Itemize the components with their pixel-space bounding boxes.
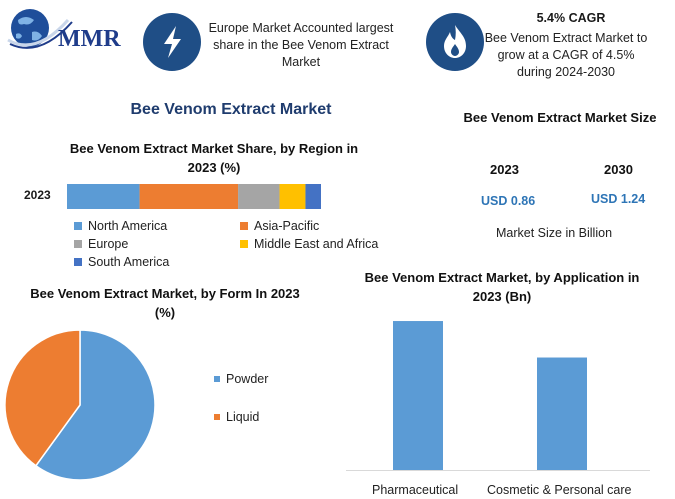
legend-label: North America xyxy=(88,219,168,233)
form-chart-title: Bee Venom Extract Market, by Form In 202… xyxy=(30,286,300,320)
market-size-value-2030: USD 1.24 xyxy=(591,192,646,206)
region-legend-item-2: Europe xyxy=(74,237,128,251)
region-legend-item-0: North America xyxy=(74,219,167,233)
legend-swatch xyxy=(74,258,82,266)
region-segment-0 xyxy=(67,184,140,209)
logo-text: MMR xyxy=(58,26,121,52)
legend-label: Europe xyxy=(88,237,129,251)
region-segment-3 xyxy=(279,184,306,209)
region-legend-item-1: Asia-Pacific xyxy=(240,219,319,233)
lightning-icon xyxy=(164,26,181,58)
market-size-note: Market Size in Billion xyxy=(496,226,613,240)
flame-icon xyxy=(444,25,466,58)
market-size-year-2030: 2030 xyxy=(604,162,633,177)
market-size-title: Bee Venom Extract Market Size xyxy=(463,110,657,125)
pie-slice-liquid xyxy=(4,329,81,467)
info-cagr-text: Bee Venom Extract Market to grow at a CA… xyxy=(484,31,648,79)
pie-slice-powder xyxy=(34,329,156,481)
app-bar-0 xyxy=(393,321,443,470)
region-chart-title: Bee Venom Extract Market Share, by Regio… xyxy=(69,141,359,175)
info-europe-share: Europe Market Accounted largest share in… xyxy=(208,21,394,69)
cagr-title: 5.4% CAGR xyxy=(536,11,606,25)
app-category-label-0: Pharmaceutical xyxy=(372,483,459,497)
legend-swatch xyxy=(214,376,220,382)
form-legend-item-powder: Powder xyxy=(214,372,268,386)
region-segment-1 xyxy=(139,184,239,209)
region-category-label: 2023 xyxy=(24,188,51,202)
legend-label: Liquid xyxy=(226,410,260,424)
main-title: Bee Venom Extract Market xyxy=(130,101,332,118)
legend-label: South America xyxy=(88,255,170,269)
legend-swatch xyxy=(74,240,82,248)
form-legend-item-liquid: Liquid xyxy=(214,410,268,424)
legend-label: Asia-Pacific xyxy=(254,219,320,233)
info-circle-flame xyxy=(426,13,484,71)
region-legend-item-3: Middle East and Africa xyxy=(240,237,378,251)
form-legend: Powder Liquid xyxy=(214,372,268,448)
globe-logo-icon xyxy=(7,9,73,49)
market-size-year-2023: 2023 xyxy=(490,162,519,177)
legend-swatch xyxy=(240,240,248,248)
application-chart-title: Bee Venom Extract Market, by Application… xyxy=(364,270,640,304)
region-legend-item-4: South America xyxy=(74,255,169,269)
market-size-value-2023: USD 0.86 xyxy=(481,194,536,208)
legend-swatch xyxy=(214,414,220,420)
region-segment-2 xyxy=(238,184,280,209)
app-category-label-1: Cosmetic & Personal care xyxy=(487,483,632,497)
legend-label: Powder xyxy=(226,372,269,386)
legend-label: Middle East and Africa xyxy=(254,237,379,251)
legend-swatch xyxy=(240,222,248,230)
region-segment-4 xyxy=(305,184,321,209)
legend-swatch xyxy=(74,222,82,230)
app-bar-1 xyxy=(537,357,587,470)
info-circle-lightning xyxy=(143,13,201,71)
